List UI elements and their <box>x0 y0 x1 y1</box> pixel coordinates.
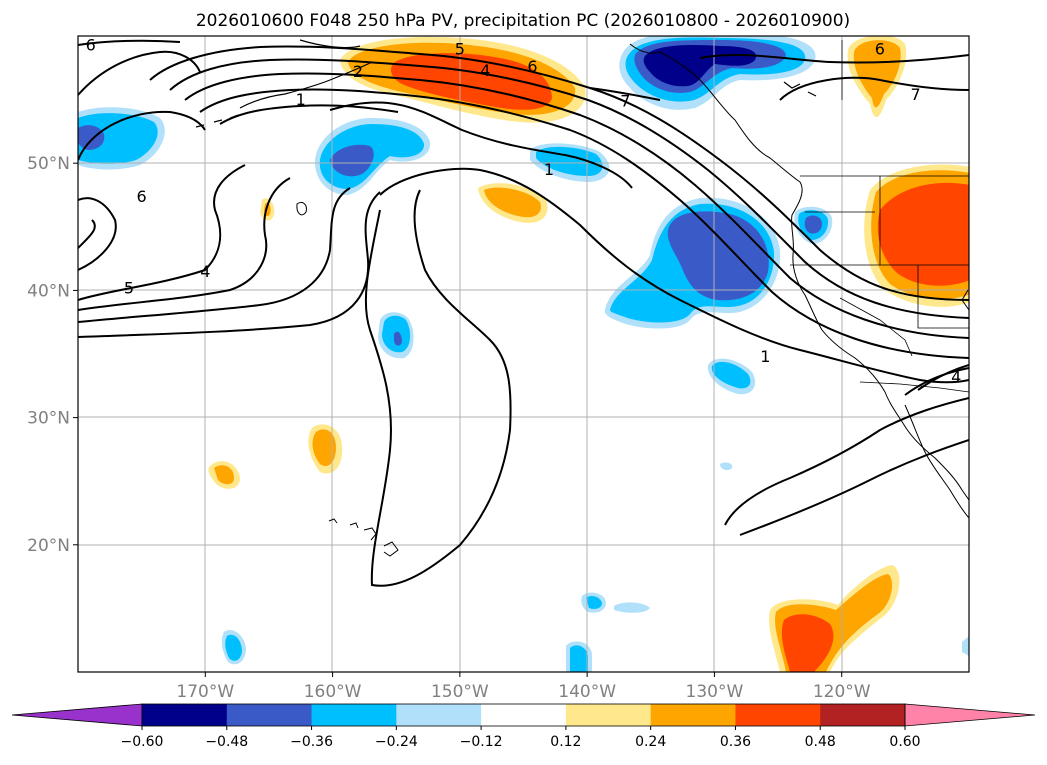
map-background <box>78 36 969 672</box>
colorbar-segment <box>142 704 228 726</box>
colorbar-tick-label: −0.36 <box>290 734 333 750</box>
precip-fields <box>78 36 969 672</box>
colorbar-segment <box>565 704 652 726</box>
colorbar-tick-label: −0.48 <box>205 734 248 750</box>
precip-positive-region <box>877 182 969 286</box>
pv-contours <box>78 39 969 587</box>
x-tick-label: 170°W <box>176 682 234 702</box>
colorbar-extend-low <box>11 703 143 727</box>
precip-negative-region <box>667 211 769 301</box>
precip-negative-region <box>804 215 822 234</box>
colorbar-tick-label: 0.48 <box>805 734 836 750</box>
pv-contour-label: 6 <box>875 39 885 58</box>
y-tick-label: 20°N <box>27 536 70 556</box>
precip-positive-region <box>853 40 901 108</box>
precip-negative-region <box>78 113 158 164</box>
colorbar-segment <box>481 704 567 726</box>
colorbar-tick-label: 0.24 <box>635 734 666 750</box>
precip-negative-region <box>330 144 374 177</box>
precip-negative-region <box>225 634 242 661</box>
pv-contour-label: 7 <box>910 85 920 104</box>
colorbar-segment <box>820 704 906 726</box>
pv-contour-label: 4 <box>480 61 490 80</box>
x-tick-label: 130°W <box>686 682 744 702</box>
precip-positive-region <box>781 614 834 672</box>
pv-contour-label: 1 <box>544 160 554 179</box>
y-tick-label: 40°N <box>27 281 70 301</box>
map-frame <box>77 35 970 673</box>
x-tick-label: 140°W <box>558 682 616 702</box>
precip-negative-region <box>614 602 650 613</box>
precip-negative-region <box>536 146 603 176</box>
colorbar-tick-label: 0.36 <box>720 734 751 750</box>
precip-positive-region <box>484 187 541 218</box>
colorbar-segment <box>226 704 313 726</box>
pv-contour-label: 4 <box>951 367 961 386</box>
colorbar-tick-label: 0.12 <box>550 734 581 750</box>
precip-positive-region <box>214 465 234 485</box>
pv-contour-label: 1 <box>296 90 306 109</box>
colorbar-segment <box>650 704 736 726</box>
colorbar: −0.60 −0.48 −0.36 −0.24 −0.12 0.12 0.24 0.36 0.4… <box>11 703 1036 750</box>
colorbar-segment <box>311 704 397 726</box>
x-tick-label: 120°W <box>813 682 871 702</box>
precip-negative-region <box>720 462 733 471</box>
colorbar-tick-label: −0.24 <box>375 734 418 750</box>
precip-negative-region <box>394 331 402 346</box>
precip-negative-region <box>570 645 588 672</box>
colorbar-extend-high <box>904 703 1036 727</box>
chart-title: 2026010600 F048 250 hPa PV, precipitatio… <box>196 11 850 31</box>
y-axis: 20°N 30°N 40°N 50°N <box>27 154 78 556</box>
pv-contour-label: 6 <box>137 187 147 206</box>
colorbar-segment <box>396 704 482 726</box>
y-tick-label: 50°N <box>27 154 70 174</box>
x-tick-label: 150°W <box>431 682 489 702</box>
colorbar-tick-label: −0.12 <box>460 734 503 750</box>
pv-contour-label: 6 <box>527 57 537 76</box>
pv-contour-label: 5 <box>455 39 465 58</box>
precip-positive-region <box>312 429 336 467</box>
coastlines <box>195 39 969 557</box>
precip-negative-region <box>586 595 602 609</box>
x-axis: 170°W 160°W 150°W 140°W 130°W 120°W <box>176 672 871 702</box>
precip-negative-region <box>962 636 969 656</box>
colorbar-segment <box>735 704 821 726</box>
gridlines <box>78 36 969 672</box>
pv-contour-label: 6 <box>86 35 96 54</box>
pv-contour-label: 1 <box>760 347 770 366</box>
pv-contour-label: 2 <box>353 62 363 81</box>
pv-contour-label: 7 <box>620 91 630 110</box>
precip-negative-region <box>78 125 105 150</box>
colorbar-outline <box>141 703 906 727</box>
pv-contour-label: 4 <box>200 262 210 281</box>
precip-negative-region <box>711 361 751 389</box>
y-tick-label: 30°N <box>27 409 70 429</box>
colorbar-tick-label: 0.60 <box>889 734 920 750</box>
pv-contour-label: 5 <box>124 278 134 297</box>
colorbar-tick-label: −0.60 <box>121 734 164 750</box>
x-tick-label: 160°W <box>304 682 362 702</box>
